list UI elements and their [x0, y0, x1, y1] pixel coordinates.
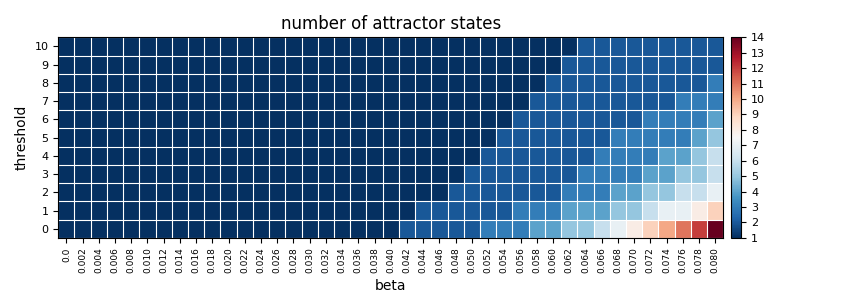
- X-axis label: beta: beta: [375, 279, 407, 293]
- Y-axis label: threshold: threshold: [15, 105, 29, 170]
- Title: number of attractor states: number of attractor states: [280, 15, 501, 33]
